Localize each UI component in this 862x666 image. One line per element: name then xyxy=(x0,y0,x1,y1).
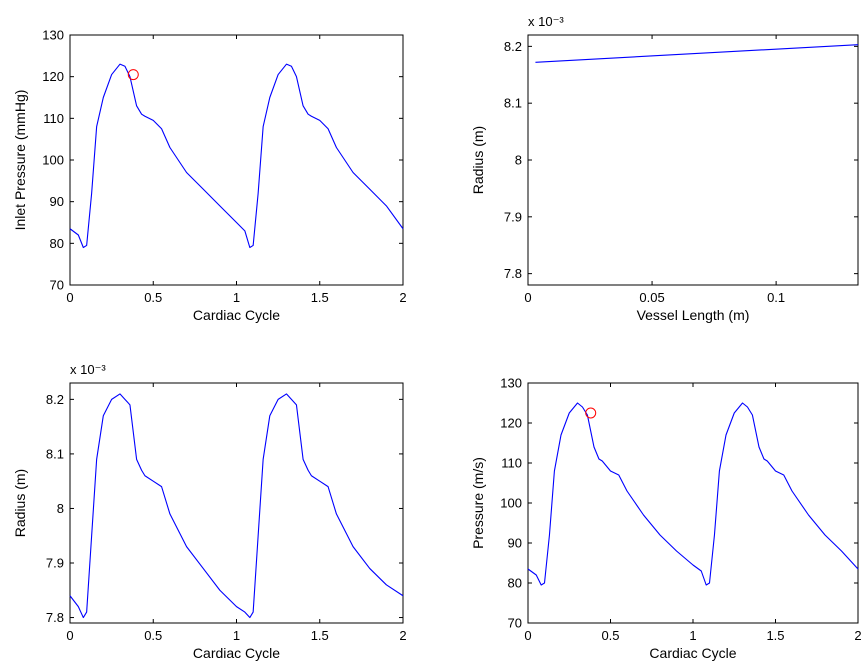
panel-2-ytick-label: 7.9 xyxy=(504,209,522,224)
panel-4-xtick-label: 2 xyxy=(854,628,861,643)
panel-4-ytick-label: 70 xyxy=(508,616,522,631)
panel-3-axes-box xyxy=(69,382,404,624)
panel-3-ytick-label: 7.9 xyxy=(46,556,64,571)
panel-1-ytick-label: 130 xyxy=(42,28,64,43)
panel-1-xtick-label: 2 xyxy=(399,290,406,305)
panel-2-xtick-label: 0.05 xyxy=(639,290,664,305)
panel-1-ytick-label: 90 xyxy=(50,194,64,209)
panel-3-exponent-label: x 10⁻³ xyxy=(70,362,106,377)
panel-1-axes-box xyxy=(69,34,404,286)
panel-1-ytick-label: 80 xyxy=(50,236,64,251)
panel-4-xtick-label: 1 xyxy=(689,628,696,643)
panel-4-xtick-label: 0 xyxy=(524,628,531,643)
panel-1-ytick-label: 70 xyxy=(50,278,64,293)
panel-1-ylabel: Inlet Pressure (mmHg) xyxy=(12,90,28,231)
panel-3-xlabel: Cardiac Cycle xyxy=(193,645,280,661)
panel-3-ytick-label: 7.8 xyxy=(46,610,64,625)
panel-4-ylabel: Pressure (m/s) xyxy=(470,457,486,549)
panel-3-ytick-label: 8.1 xyxy=(46,446,64,461)
panel-2-ytick-label: 8.1 xyxy=(504,96,522,111)
panel-4-xtick-label: 1.5 xyxy=(766,628,784,643)
panel-4-ytick-label: 130 xyxy=(500,376,522,391)
panel-2-xtick-label: 0 xyxy=(524,290,531,305)
panel-3-xtick-label: 1 xyxy=(233,628,240,643)
panel-2-xtick-label: 0.1 xyxy=(767,290,785,305)
panel-1-xtick-label: 1 xyxy=(233,290,240,305)
panel-4-ytick-label: 100 xyxy=(500,496,522,511)
panel-2-ytick-label: 8 xyxy=(515,153,522,168)
panel-2-xlabel: Vessel Length (m) xyxy=(637,307,750,323)
panel-4-xlabel: Cardiac Cycle xyxy=(649,645,736,661)
panel-4-axes-box xyxy=(527,382,859,624)
panel-2-ytick-label: 7.8 xyxy=(504,266,522,281)
panel-3-ylabel: Radius (m) xyxy=(12,469,28,537)
panel-2-exponent-label: x 10⁻³ xyxy=(528,14,564,29)
panel-1-marker xyxy=(127,69,139,81)
panel-4-marker xyxy=(585,407,597,419)
panel-4-ytick-label: 80 xyxy=(508,576,522,591)
panel-3-xtick-label: 1.5 xyxy=(311,628,329,643)
panel-2-axes-box xyxy=(527,34,859,286)
panel-1-xlabel: Cardiac Cycle xyxy=(193,307,280,323)
panel-1-series-line-1 xyxy=(69,63,404,249)
panel-3-ytick-label: 8.2 xyxy=(46,392,64,407)
panel-2-ylabel: Radius (m) xyxy=(470,126,486,194)
panel-3-series-line-1 xyxy=(69,393,404,619)
panel-4-ytick-label: 90 xyxy=(508,536,522,551)
panel-4-series-line-1 xyxy=(527,402,859,586)
panel-4-ytick-label: 110 xyxy=(501,456,522,471)
panel-2-ytick-label: 8.2 xyxy=(504,39,522,54)
panel-1-ytick-label: 110 xyxy=(43,111,64,126)
panel-1-xtick-label: 1.5 xyxy=(311,290,329,305)
panel-3-xtick-label: 0.5 xyxy=(144,628,162,643)
panel-1-xtick-label: 0 xyxy=(66,290,73,305)
panel-1-ytick-label: 100 xyxy=(42,153,64,168)
panel-3-ytick-label: 8 xyxy=(57,501,64,516)
panel-4-ytick-label: 120 xyxy=(500,416,522,431)
panel-2-series-line-1 xyxy=(535,44,859,63)
panel-1-ytick-label: 120 xyxy=(42,69,64,84)
panel-3-xtick-label: 2 xyxy=(399,628,406,643)
panel-3-xtick-label: 0 xyxy=(66,628,73,643)
panel-1-xtick-label: 0.5 xyxy=(144,290,162,305)
panel-4-xtick-label: 0.5 xyxy=(601,628,619,643)
